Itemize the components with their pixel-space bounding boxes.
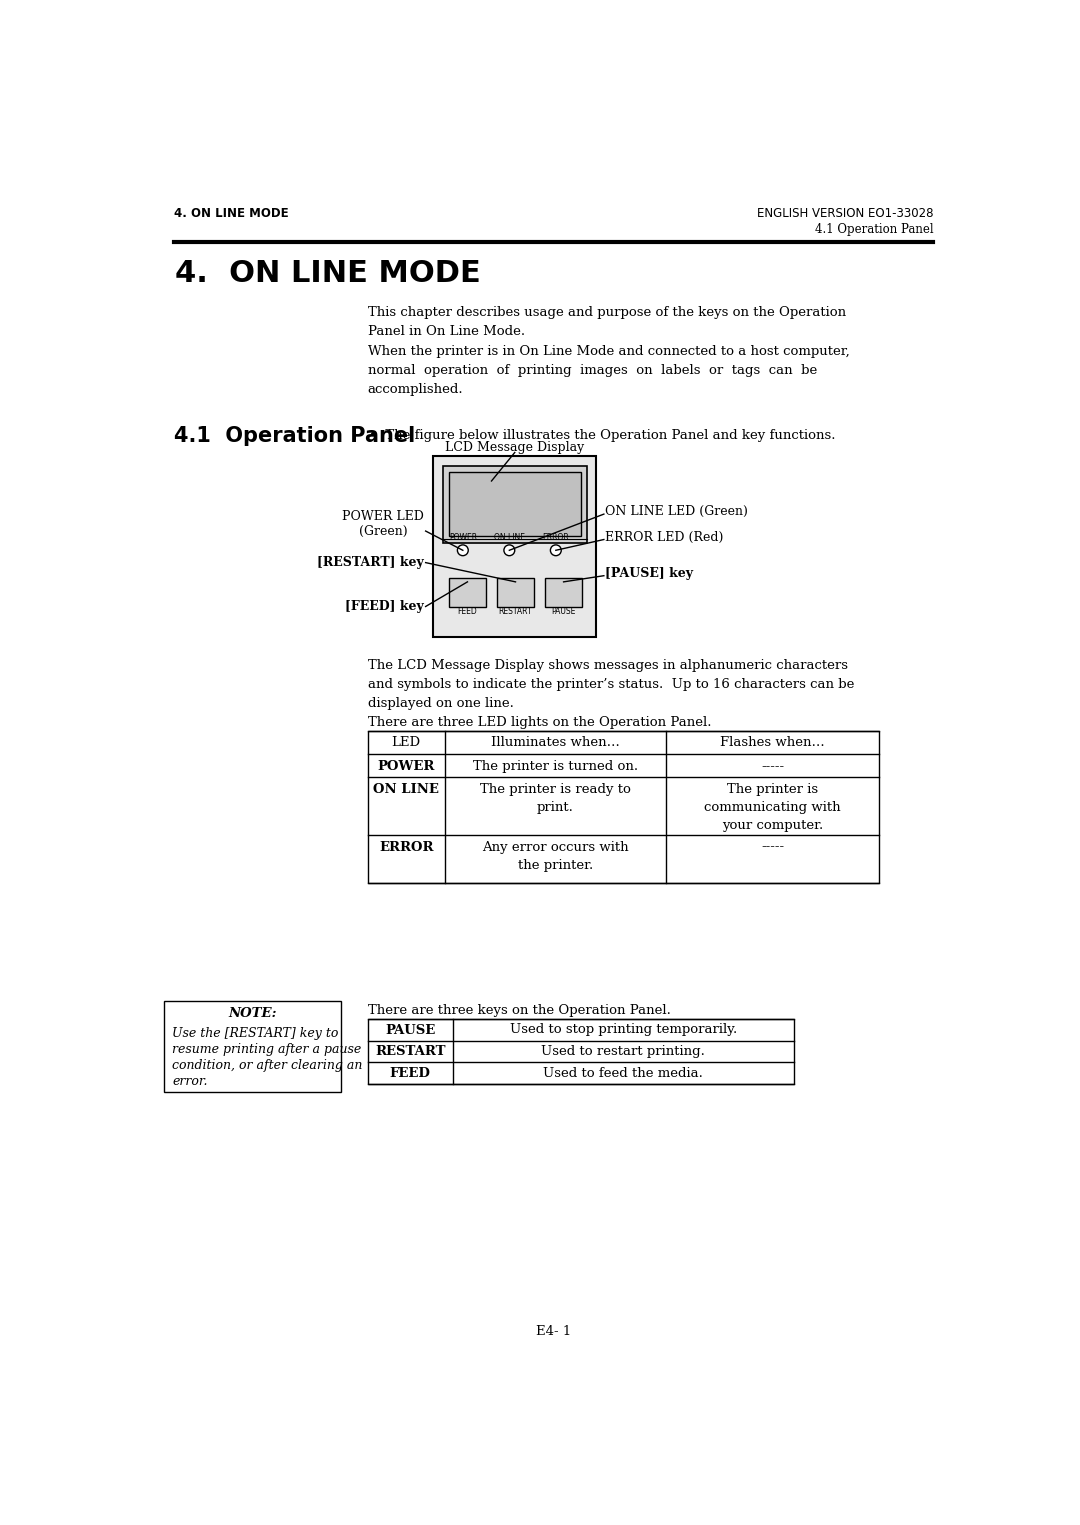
Text: FEED: FEED xyxy=(390,1066,431,1080)
Text: ON LINE: ON LINE xyxy=(494,534,525,543)
Bar xyxy=(367,732,879,883)
Bar xyxy=(497,578,535,607)
Text: FEED: FEED xyxy=(458,607,477,616)
Text: NOTE:: NOTE: xyxy=(229,1006,278,1020)
Text: There are three LED lights on the Operation Panel.: There are three LED lights on the Operat… xyxy=(367,715,711,729)
Text: ERROR: ERROR xyxy=(542,534,569,543)
Text: Use the [RESTART] key to: Use the [RESTART] key to xyxy=(172,1026,338,1040)
Bar xyxy=(164,1000,341,1092)
Bar xyxy=(449,578,486,607)
Text: This chapter describes usage and purpose of the keys on the Operation
Panel in O: This chapter describes usage and purpose… xyxy=(367,307,846,339)
Text: ERROR: ERROR xyxy=(379,840,433,854)
Text: ENGLISH VERSION EO1-33028: ENGLISH VERSION EO1-33028 xyxy=(757,207,933,220)
Text: 4.1  Operation Panel: 4.1 Operation Panel xyxy=(174,425,415,445)
Text: ON LINE LED (Green): ON LINE LED (Green) xyxy=(606,505,748,518)
Text: LCD Message Display: LCD Message Display xyxy=(445,441,584,453)
Text: The LCD Message Display shows messages in alphanumeric characters
and symbols to: The LCD Message Display shows messages i… xyxy=(367,659,854,709)
Bar xyxy=(443,465,586,543)
Text: -----: ----- xyxy=(761,840,784,854)
Bar xyxy=(367,1019,794,1084)
Text: Used to restart printing.: Used to restart printing. xyxy=(541,1045,705,1058)
Text: POWER: POWER xyxy=(378,759,435,773)
Text: •  The figure below illustrates the Operation Panel and key functions.: • The figure below illustrates the Opera… xyxy=(369,429,836,442)
Text: error.: error. xyxy=(172,1075,207,1089)
Circle shape xyxy=(551,544,562,555)
Text: condition, or after clearing an: condition, or after clearing an xyxy=(172,1060,363,1072)
Text: 4.1 Operation Panel: 4.1 Operation Panel xyxy=(814,223,933,236)
Text: RESTART: RESTART xyxy=(375,1045,445,1058)
Text: [PAUSE] key: [PAUSE] key xyxy=(606,567,693,580)
Text: The printer is ready to
print.: The printer is ready to print. xyxy=(480,782,631,814)
Bar xyxy=(545,578,582,607)
Text: [RESTART] key: [RESTART] key xyxy=(318,557,424,569)
Text: ON LINE: ON LINE xyxy=(374,782,440,796)
Text: PAUSE: PAUSE xyxy=(552,607,576,616)
Text: -----: ----- xyxy=(761,759,784,773)
Text: Illuminates when…: Illuminates when… xyxy=(491,737,620,749)
Text: RESTART: RESTART xyxy=(499,607,532,616)
Text: POWER LED
(Green): POWER LED (Green) xyxy=(342,509,424,538)
Bar xyxy=(433,456,596,637)
Text: Any error occurs with
the printer.: Any error occurs with the printer. xyxy=(482,840,629,872)
Circle shape xyxy=(504,544,515,555)
Bar xyxy=(449,471,581,537)
Text: LED: LED xyxy=(392,737,421,749)
Text: Used to feed the media.: Used to feed the media. xyxy=(543,1066,703,1080)
Text: Used to stop printing temporarily.: Used to stop printing temporarily. xyxy=(510,1023,737,1037)
Text: POWER: POWER xyxy=(449,534,477,543)
Text: 4. ON LINE MODE: 4. ON LINE MODE xyxy=(174,207,288,220)
Text: PAUSE: PAUSE xyxy=(384,1023,435,1037)
Text: ERROR LED (Red): ERROR LED (Red) xyxy=(606,531,724,544)
Text: The printer is
communicating with
your computer.: The printer is communicating with your c… xyxy=(704,782,840,831)
Text: resume printing after a pause: resume printing after a pause xyxy=(172,1043,362,1057)
Text: E4- 1: E4- 1 xyxy=(536,1325,571,1339)
Text: Flashes when…: Flashes when… xyxy=(720,737,825,749)
Text: There are three keys on the Operation Panel.: There are three keys on the Operation Pa… xyxy=(367,1003,671,1017)
Text: The printer is turned on.: The printer is turned on. xyxy=(473,759,638,773)
Circle shape xyxy=(458,544,469,555)
Text: 4.  ON LINE MODE: 4. ON LINE MODE xyxy=(175,259,481,288)
Text: [FEED] key: [FEED] key xyxy=(346,599,424,613)
Text: When the printer is in On Line Mode and connected to a host computer,
normal  op: When the printer is in On Line Mode and … xyxy=(367,345,849,395)
